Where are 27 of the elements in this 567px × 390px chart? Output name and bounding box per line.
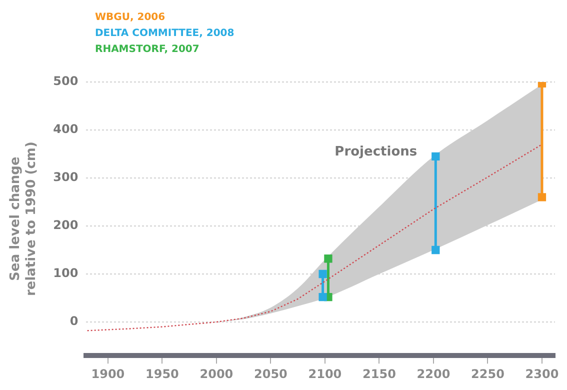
point <box>432 152 440 160</box>
annotation: Projections <box>334 144 418 160</box>
y-tick-label: 200 <box>53 218 78 232</box>
text: WBGU, 2006 <box>95 11 166 25</box>
y-tick-label: 0 <box>70 314 78 328</box>
y-tick-label: 500 <box>53 74 78 88</box>
y-tick-label: 100 <box>53 266 78 280</box>
y-tick-label: 400 <box>53 122 78 136</box>
y-tick-label: 300 <box>53 170 78 184</box>
point <box>324 254 332 263</box>
y-axis-title: Sea level change relative to 1990 (cm) <box>8 142 39 296</box>
x-tick-label: 2050 <box>254 366 288 381</box>
x-tick-label: 1900 <box>91 366 125 381</box>
x-tick-label: 2300 <box>525 366 559 381</box>
text: RHAMSTORF, 2007 <box>95 43 200 57</box>
x-tick-label: 2000 <box>200 366 234 381</box>
line-series <box>86 144 543 332</box>
x-tick-label: 1950 <box>146 366 179 381</box>
point <box>318 270 327 278</box>
x-tick-label: 2150 <box>362 366 396 381</box>
text: DELTA COMMITTEE, 2008 <box>95 27 234 41</box>
point <box>432 246 440 254</box>
x-tick-label: 2250 <box>471 366 504 381</box>
x-tick-label: 2200 <box>416 366 450 381</box>
point <box>538 193 546 202</box>
x-tick-label: 2100 <box>308 366 342 381</box>
point <box>318 292 327 302</box>
